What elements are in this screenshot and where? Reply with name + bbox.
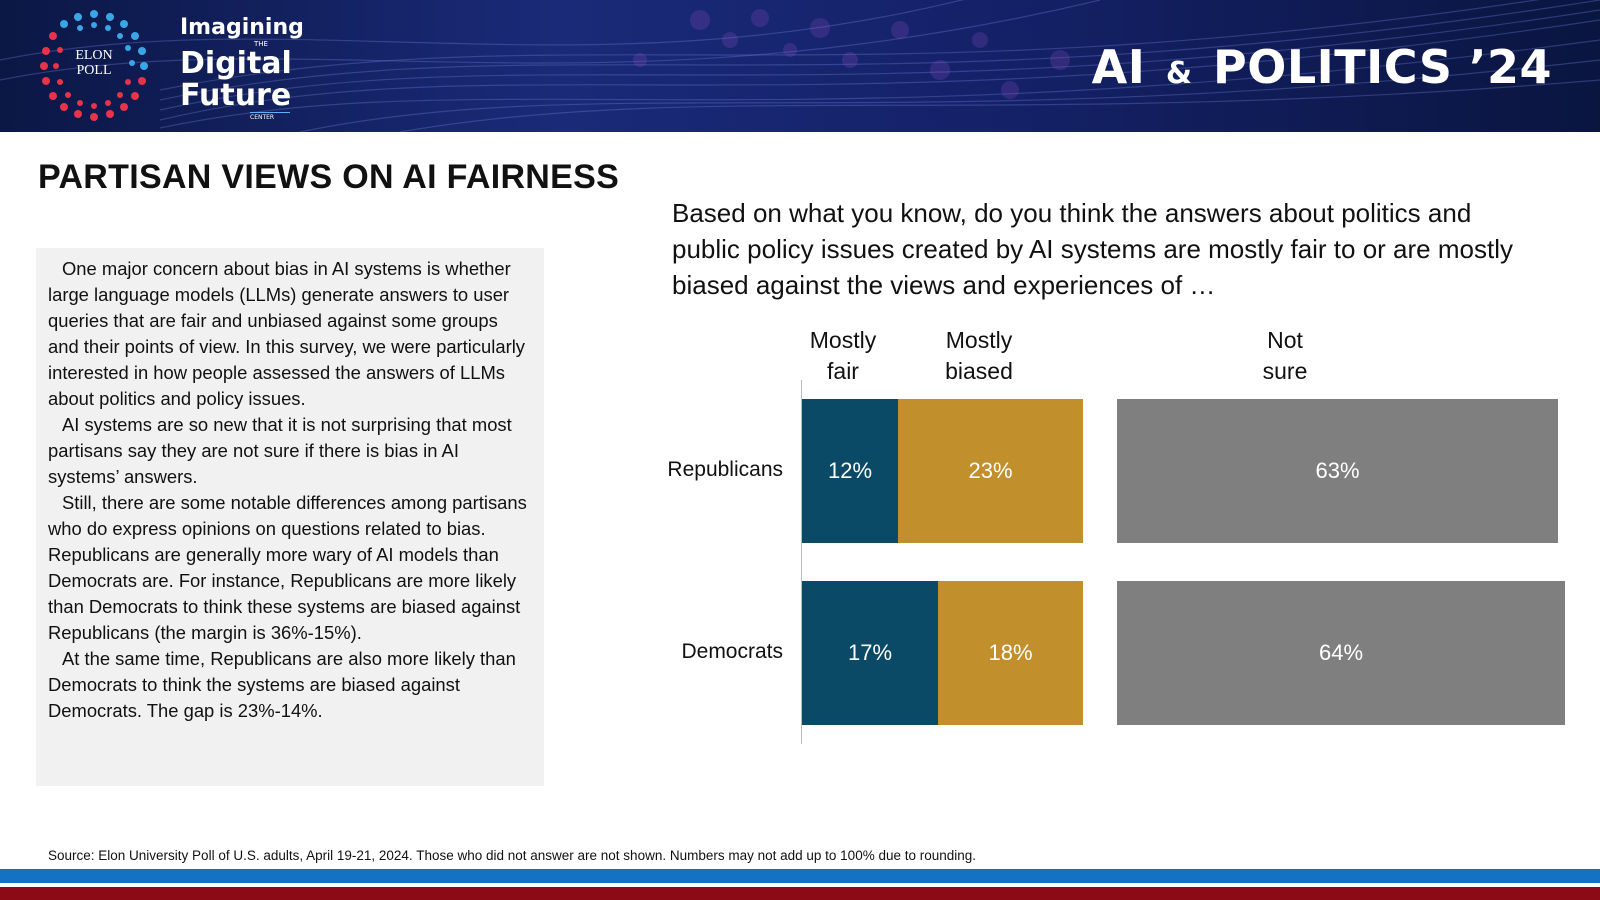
explanation-paragraph: AI systems are so new that it is not sur… (48, 414, 512, 487)
logo-line-1: ELON (75, 48, 113, 63)
explanation-paragraph: Still, there are some notable difference… (48, 492, 527, 643)
explanation-panel: One major concern about bias in AI syste… (36, 248, 544, 786)
bar-republicans-not-sure: 63% (1117, 399, 1558, 543)
column-header-line-2: sure (1262, 358, 1308, 384)
column-header-line-1: Mostly (809, 327, 877, 353)
elon-poll-logo (40, 10, 148, 121)
explanation-paragraph: One major concern about bias in AI syste… (48, 258, 526, 409)
page-brand-part1: AI (1091, 40, 1146, 94)
brand-line-1: Imagining (180, 15, 304, 40)
bar-republicans-mostly-fair: 12% (802, 399, 898, 543)
logo-line-2: POLL (76, 63, 112, 78)
explanation-paragraph: At the same time, Republicans are also m… (48, 648, 516, 721)
column-header-line-2: fair (827, 358, 859, 384)
footer-stripe-blue (0, 869, 1600, 883)
column-header-line-1: Mostly (945, 327, 1013, 353)
bar-republicans-mostly-biased: 23% (898, 399, 1083, 543)
brand-center: CENTER (250, 112, 290, 121)
bar-democrats-mostly-fair: 17% (802, 581, 938, 725)
brand-line-2: Digital (180, 46, 292, 81)
column-header-mostly-fair: Mostly fair (802, 325, 884, 387)
row-label-democrats: Democrats (681, 640, 783, 663)
row-label-republicans: Republicans (667, 458, 783, 481)
page-brand-amp: & (1165, 56, 1193, 91)
bar-democrats-mostly-biased: 18% (938, 581, 1083, 725)
column-header-not-sure: Not sure (1155, 325, 1415, 387)
footer-stripe-red (0, 887, 1600, 900)
source-note: Source: Elon University Poll of U.S. adu… (48, 848, 977, 863)
logo-wordmark: ELON POLL (66, 48, 122, 78)
brand-line-3: Future (180, 78, 292, 113)
survey-question: Based on what you know, do you think the… (672, 198, 1513, 300)
chart-axis-line (801, 380, 802, 744)
column-header-line-1: Not (1267, 327, 1303, 353)
header-banner: ELON POLL Imagining THE Digital Future C… (0, 0, 1600, 132)
imagining-digital-future-brand: Imagining THE Digital Future CENTER (180, 15, 304, 122)
column-header-line-2: biased (945, 358, 1013, 384)
column-header-mostly-biased: Mostly biased (914, 325, 1044, 387)
page-title: PARTISAN VIEWS ON AI FAIRNESS (38, 158, 620, 196)
page-brand-part2: POLITICS ’24 (1213, 40, 1552, 94)
banner-wave-pattern (0, 0, 1600, 132)
brand-the: THE (254, 40, 268, 48)
ai-politics-brand: AI & POLITICS ’24 (1092, 40, 1552, 94)
bar-democrats-not-sure: 64% (1117, 581, 1565, 725)
